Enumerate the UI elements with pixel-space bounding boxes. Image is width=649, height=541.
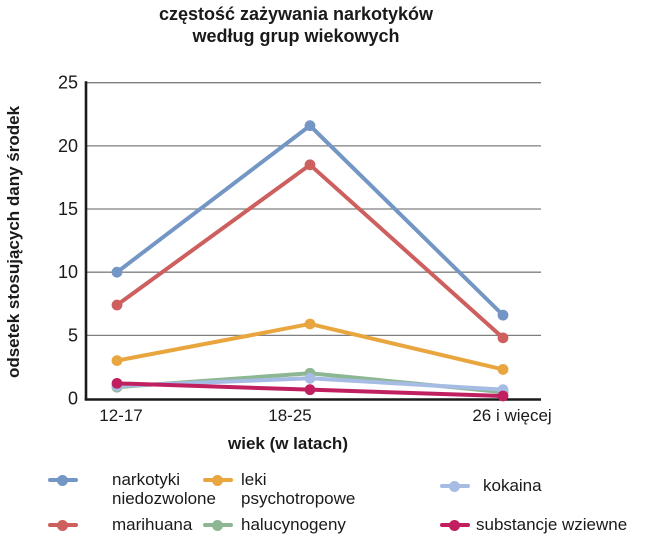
x-tick-label: 18-25 [268, 406, 311, 425]
y-tick-label: 10 [58, 262, 78, 282]
legend-line-marker-icon [440, 516, 470, 534]
data-point-substancje-wziewne [111, 377, 123, 389]
data-point-substancje-wziewne [304, 384, 316, 396]
legend-item-leki-psychotropowe: leki psychotropowe [203, 470, 363, 508]
legend-item-kokaina: kokaina [440, 476, 643, 495]
data-point-marihuana [497, 332, 509, 344]
chart-title: częstość zażywania narkotyków według gru… [0, 3, 592, 47]
legend-label: kokaina [483, 476, 542, 495]
x-axis-title: wiek (w latach) [228, 434, 348, 453]
y-tick-label: 15 [58, 199, 78, 219]
data-point-kokaina [304, 372, 316, 384]
data-point-leki-psychotropowe [497, 364, 509, 375]
x-tick-label: 26 i więcej [472, 406, 551, 425]
data-point-substancje-wziewne [497, 390, 509, 402]
plot-area: 0 5 10 15 20 25 12-17 18-25 26 i więcej [58, 73, 552, 425]
y-tick-label: 20 [58, 136, 78, 156]
data-point-narkotyki-niedozwolone [497, 309, 509, 321]
legend-label: narkotyki niedozwolone [112, 470, 216, 508]
legend-line-marker-icon [203, 471, 233, 489]
legend-label: marihuana [112, 515, 193, 534]
data-point-leki-psychotropowe [111, 355, 123, 367]
data-point-marihuana [304, 159, 316, 171]
legend-line-marker-icon [48, 516, 78, 534]
legend-item-marihuana: marihuana [48, 515, 232, 534]
series-line-marihuana [115, 162, 505, 340]
data-point-leki-psychotropowe [304, 318, 316, 330]
legend-item-narkotyki-niedozwolone: narkotyki niedozwolone [48, 470, 224, 508]
series-line-leki-psychotropowe [115, 321, 505, 372]
legend-item-substancje-wziewne: substancje wziewne [440, 515, 649, 534]
legend-label: leki psychotropowe [241, 470, 356, 508]
y-tick-label: 0 [68, 389, 78, 409]
y-tick-label: 5 [68, 325, 78, 345]
y-tick-label: 25 [58, 73, 78, 93]
legend-label: halucynogeny [241, 515, 346, 534]
data-point-narkotyki-niedozwolone [304, 120, 316, 132]
legend-line-marker-icon [440, 477, 470, 495]
legend-label: substancje wziewne [476, 515, 628, 534]
legend-item-halucynogeny: halucynogeny [203, 515, 391, 534]
data-point-narkotyki-niedozwolone [111, 266, 123, 278]
legend-line-marker-icon [203, 516, 233, 534]
chart-title-line-1: częstość zażywania narkotyków [158, 4, 434, 24]
data-point-marihuana [111, 299, 123, 311]
x-tick-label: 12-17 [99, 406, 142, 425]
legend-line-marker-icon [48, 471, 78, 489]
chart-title-line-2: według grup wiekowych [192, 26, 400, 46]
